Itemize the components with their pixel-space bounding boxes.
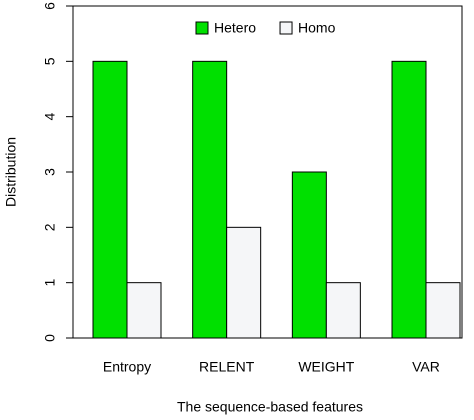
x-tick-label: WEIGHT	[298, 359, 354, 375]
y-tick-label: 0	[42, 334, 58, 342]
legend-label: Homo	[298, 20, 336, 36]
x-tick-label: VAR	[412, 359, 440, 375]
y-tick-label: 2	[42, 223, 58, 231]
bar	[391, 60, 427, 339]
y-tick-label: 5	[42, 57, 58, 65]
legend-swatch	[279, 21, 293, 35]
x-tick-label: Entropy	[103, 359, 151, 375]
legend-label: Hetero	[214, 20, 256, 36]
y-tick-label: 3	[42, 168, 58, 176]
bar	[126, 282, 162, 339]
legend-swatch	[195, 21, 209, 35]
bar	[192, 60, 228, 339]
bar	[92, 60, 128, 339]
y-tick-label: 1	[42, 279, 58, 287]
y-axis-label: Distribution	[3, 137, 19, 207]
y-tick-label: 4	[42, 113, 58, 121]
y-tick-label: 6	[42, 2, 58, 10]
bar	[291, 171, 327, 339]
x-axis-label: The sequence-based features	[177, 399, 363, 415]
x-tick-label: RELENT	[199, 359, 255, 375]
bar	[425, 282, 461, 339]
bar	[226, 226, 262, 339]
bar	[325, 282, 361, 339]
